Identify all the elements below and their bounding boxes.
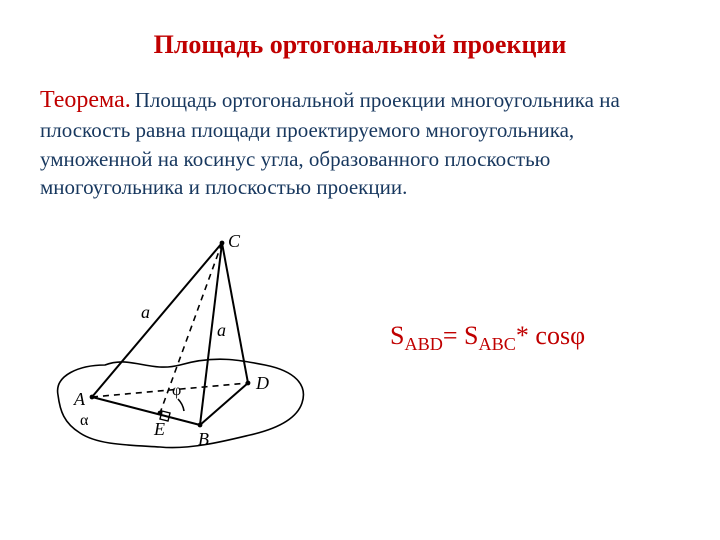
formula-area: SABD= SABC* cosφ — [310, 321, 680, 355]
formula-S2: S — [464, 321, 478, 350]
projection-formula: SABD= SABC* cosφ — [390, 321, 585, 350]
svg-text:D: D — [255, 373, 269, 393]
svg-text:α: α — [80, 412, 89, 429]
formula-cos: cosφ — [535, 321, 585, 350]
svg-text:φ: φ — [172, 382, 181, 399]
slide-title: Площадь ортогональной проекции — [40, 30, 680, 60]
svg-text:a: a — [141, 302, 150, 322]
slide: Площадь ортогональной проекции Теорема. … — [0, 0, 720, 540]
formula-star: * — [516, 321, 536, 350]
diagram: A B C D Ea a φ α — [50, 225, 310, 455]
svg-text:C: C — [228, 231, 241, 251]
svg-text:B: B — [198, 429, 209, 449]
theorem-paragraph: Теорема. Площадь ортогональной проекции … — [40, 84, 680, 201]
formula-eq: = — [443, 321, 464, 350]
formula-sub-rhs: ABC — [479, 335, 516, 355]
svg-text:A: A — [73, 389, 86, 409]
content-row: ABCDEaaφα SABD= SABC* cosφ — [40, 221, 680, 455]
svg-text:a: a — [217, 320, 226, 340]
formula-sub-lhs: ABD — [404, 335, 442, 355]
formula-S1: S — [390, 321, 404, 350]
projection-diagram: A B C D Ea a φ α — [50, 225, 310, 455]
svg-text:E: E — [153, 419, 165, 439]
theorem-label: Теорема. — [40, 87, 131, 113]
